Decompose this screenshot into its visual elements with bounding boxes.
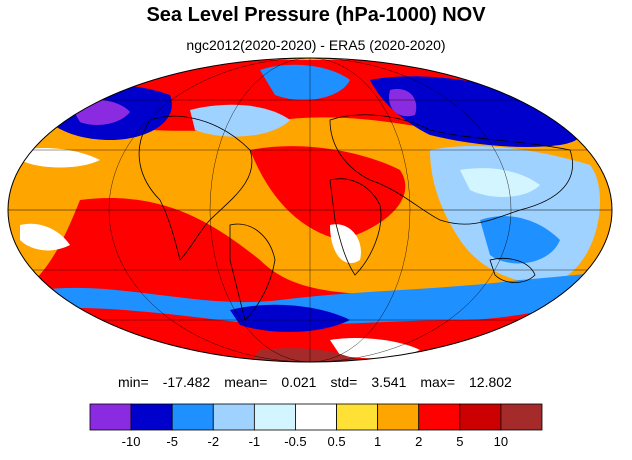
colorbar-swatch	[212, 403, 255, 431]
colorbar-tick-label: -2	[207, 434, 220, 449]
colorbar-tick-label: 2	[415, 434, 423, 449]
stat-min-label: min=	[118, 374, 149, 390]
colorbar-swatch	[500, 403, 543, 431]
stat-mean-label: mean=	[224, 374, 268, 390]
stat-mean-value: 0.021	[281, 374, 317, 390]
colorbar-swatch	[171, 403, 214, 431]
colorbar-swatch	[130, 403, 173, 431]
stat-max-value: 12.802	[469, 374, 512, 390]
stat-std-value: 3.541	[371, 374, 407, 390]
stat-max-label: max=	[420, 374, 455, 390]
stat-std-label: std=	[330, 374, 358, 390]
colorbar-tick-label: -5	[166, 434, 178, 449]
colorbar-tick-label: 1	[374, 434, 382, 449]
colorbar-swatch	[89, 403, 132, 431]
stat-min-value: -17.482	[162, 374, 211, 390]
colorbar-swatch	[295, 403, 337, 431]
plot-title: Sea Level Pressure (hPa-1000) NOV	[146, 4, 486, 26]
colorbar-swatch	[253, 403, 296, 431]
colorbar-tick-label: 0.5	[327, 434, 346, 449]
statistics-line: min= -17.482 mean= 0.021 std= 3.541 max= 12.802	[118, 374, 526, 390]
colorbar-tick-label: -0.5	[284, 434, 307, 449]
colorbar-swatch	[377, 403, 420, 431]
colorbar-swatch	[418, 403, 461, 431]
colorbar-tick-label: 5	[456, 434, 464, 449]
colorbar-tick-label: -1	[248, 434, 261, 449]
colorbar-swatch	[459, 403, 502, 431]
map-outline	[7, 57, 613, 363]
colorbar-tick-label: 10	[493, 434, 509, 449]
colorbar-tick-label: -10	[121, 434, 141, 449]
colorbar-swatch	[336, 403, 379, 431]
plot-subtitle: ngc2012(2020-2020) - ERA5 (2020-2020)	[186, 37, 446, 53]
